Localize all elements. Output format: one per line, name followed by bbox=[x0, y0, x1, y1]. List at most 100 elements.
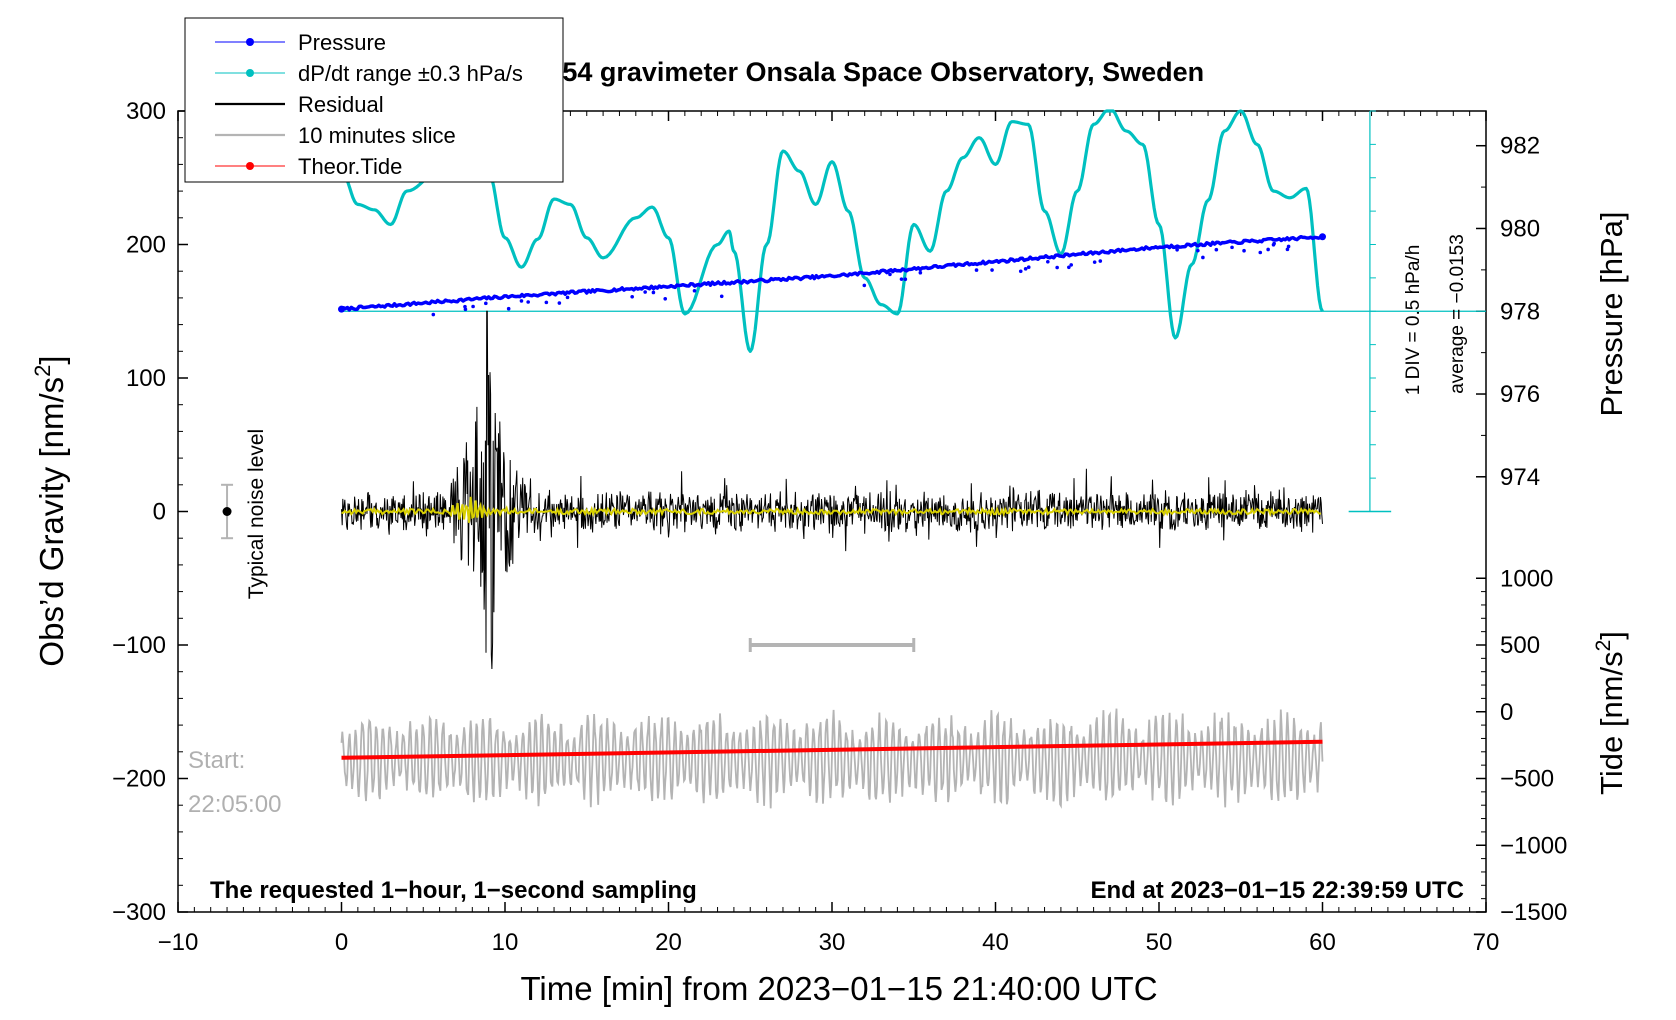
axes-layer: −10 0 10 20 30 40 50 60 703002001000−100−200−300… bbox=[112, 98, 1567, 956]
x-tick-label: 0 bbox=[335, 929, 348, 956]
pressure-outlier-point bbox=[888, 272, 892, 277]
pressure-tick-label: 974 bbox=[1500, 464, 1540, 491]
pressure-outlier-point bbox=[719, 294, 724, 299]
pressure-outlier-point bbox=[1196, 248, 1200, 253]
noise-level-label: Typical noise level bbox=[245, 429, 268, 599]
start-label: Start: bbox=[188, 747, 245, 774]
pressure-outlier-point bbox=[1286, 244, 1291, 249]
legend-dot bbox=[246, 69, 254, 77]
slice-series bbox=[340, 708, 1324, 809]
x-tick-label: 50 bbox=[1146, 929, 1173, 956]
y-tick-label: 200 bbox=[126, 232, 166, 259]
legend-label: 10 minutes slice bbox=[298, 123, 456, 148]
x-tick-label: −10 bbox=[158, 929, 199, 956]
pressure-outlier-point bbox=[1175, 247, 1179, 252]
x-tick-label: 10 bbox=[492, 929, 519, 956]
pressure-tick-label: 976 bbox=[1500, 381, 1540, 408]
pressure-outlier-point bbox=[519, 299, 524, 303]
pressure-outlier-point bbox=[1055, 265, 1059, 270]
pressure-outlier-point bbox=[1069, 263, 1074, 267]
tide-axis-label: Tide [nm/s2] bbox=[1592, 631, 1629, 795]
noise-center-dot bbox=[222, 507, 232, 516]
pressure-outlier-point bbox=[1230, 245, 1234, 250]
residual-smoothed-series bbox=[341, 496, 1321, 523]
pressure-outlier-point bbox=[1258, 250, 1263, 255]
pressure-outlier-point bbox=[1092, 260, 1097, 264]
pressure-outlier-point bbox=[1018, 269, 1023, 274]
div-label: 1 DIV = 0.5 hPa/h bbox=[1403, 245, 1424, 396]
pressure-outlier-point bbox=[1026, 265, 1031, 270]
start-time: 22:05:00 bbox=[188, 791, 281, 818]
y-tick-label: −300 bbox=[112, 899, 166, 926]
pressure-outlier-point bbox=[1067, 265, 1071, 270]
y-tick-label: 100 bbox=[126, 365, 166, 392]
pressure-outlier-point bbox=[692, 288, 697, 293]
pressure-start-point bbox=[338, 305, 345, 313]
x-tick-label: 20 bbox=[655, 929, 682, 956]
chart-title: SCG_054 gravimeter Onsala Space Observat… bbox=[474, 57, 1204, 87]
pressure-outlier-point bbox=[431, 312, 436, 317]
pressure-outlier-point bbox=[463, 307, 468, 312]
pressure-outlier-point bbox=[484, 301, 488, 306]
y-tick-label: −200 bbox=[112, 766, 166, 793]
residual-series bbox=[341, 310, 1323, 670]
legend-label: Pressure bbox=[298, 30, 386, 55]
tide-series bbox=[341, 739, 1323, 760]
pressure-outlier-point bbox=[862, 283, 867, 288]
pressure-outlier-point bbox=[1046, 260, 1050, 264]
x-tick-label: 60 bbox=[1309, 929, 1336, 956]
tide-tick-label: −1000 bbox=[1500, 832, 1567, 859]
pressure-tick-label: 982 bbox=[1500, 133, 1540, 160]
legend-label: dP/dt range ±0.3 hPa/s bbox=[298, 61, 523, 86]
pressure-outlier-point bbox=[471, 304, 475, 309]
pressure-outlier-point bbox=[565, 295, 570, 300]
y-tick-label: 300 bbox=[126, 98, 166, 125]
pressure-outlier-point bbox=[918, 270, 923, 275]
pressure-outlier-point bbox=[651, 290, 656, 295]
pressure-outlier-point bbox=[544, 300, 549, 305]
tide-tick-label: 1000 bbox=[1500, 565, 1553, 592]
pressure-outlier-point bbox=[903, 277, 908, 282]
pressure-outlier-point bbox=[1272, 241, 1276, 246]
y-axis-label: Obs’d Gravity [nm/s2] bbox=[30, 355, 70, 666]
legend: Pressure dP/dt range ±0.3 hPa/s Residual 10… bbox=[184, 17, 564, 183]
pressure-outlier-point bbox=[1098, 259, 1103, 263]
y-tick-label: −100 bbox=[112, 632, 166, 659]
x-tick-label: 30 bbox=[819, 929, 846, 956]
pressure-outlier-point bbox=[506, 306, 511, 311]
pressure-tick-label: 978 bbox=[1500, 298, 1540, 325]
x-tick-label: 70 bbox=[1473, 929, 1500, 956]
footer-left: The requested 1−hour, 1−second sampling bbox=[210, 877, 697, 904]
average-label: average = −0.0153 bbox=[1447, 234, 1468, 394]
pressure-outlier-point bbox=[557, 301, 562, 305]
pressure-series bbox=[340, 234, 1323, 312]
y-tick-label: 0 bbox=[153, 499, 166, 526]
pressure-outlier-point bbox=[974, 268, 979, 272]
footer-right: End at 2023−01−15 22:39:59 UTC bbox=[1090, 877, 1464, 904]
tide-tick-label: 0 bbox=[1500, 699, 1513, 726]
pressure-outlier-point bbox=[990, 268, 994, 272]
pressure-axis-label: Pressure [hPa] bbox=[1594, 211, 1629, 416]
pressure-end-point bbox=[1319, 233, 1326, 241]
x-axis-label: Time [min] from 2023−01−15 21:40:00 UTC bbox=[520, 970, 1157, 1007]
legend-dot bbox=[246, 162, 254, 170]
dpdt-curve bbox=[340, 109, 1324, 353]
tide-tick-label: 500 bbox=[1500, 632, 1540, 659]
pressure-tick-label: 980 bbox=[1500, 215, 1540, 242]
pressure-outlier-point bbox=[1023, 267, 1028, 271]
x-tick-label: 40 bbox=[982, 929, 1009, 956]
pressure-outlier-point bbox=[1242, 248, 1246, 253]
pressure-outlier-point bbox=[663, 296, 668, 301]
tide-tick-label: −500 bbox=[1500, 766, 1554, 793]
pressure-outlier-point bbox=[1214, 247, 1219, 252]
tide-tick-label: −1500 bbox=[1500, 899, 1567, 926]
pressure-outlier-point bbox=[899, 277, 904, 281]
pressure-outlier-point bbox=[1266, 247, 1270, 252]
pressure-outlier-point bbox=[630, 294, 634, 299]
pressure-outlier-point bbox=[643, 290, 647, 294]
pressure-outlier-point bbox=[1285, 247, 1290, 252]
data-layer bbox=[221, 109, 1486, 809]
legend-label: Theor.Tide bbox=[298, 154, 402, 179]
pressure-outlier-point bbox=[1201, 255, 1205, 260]
